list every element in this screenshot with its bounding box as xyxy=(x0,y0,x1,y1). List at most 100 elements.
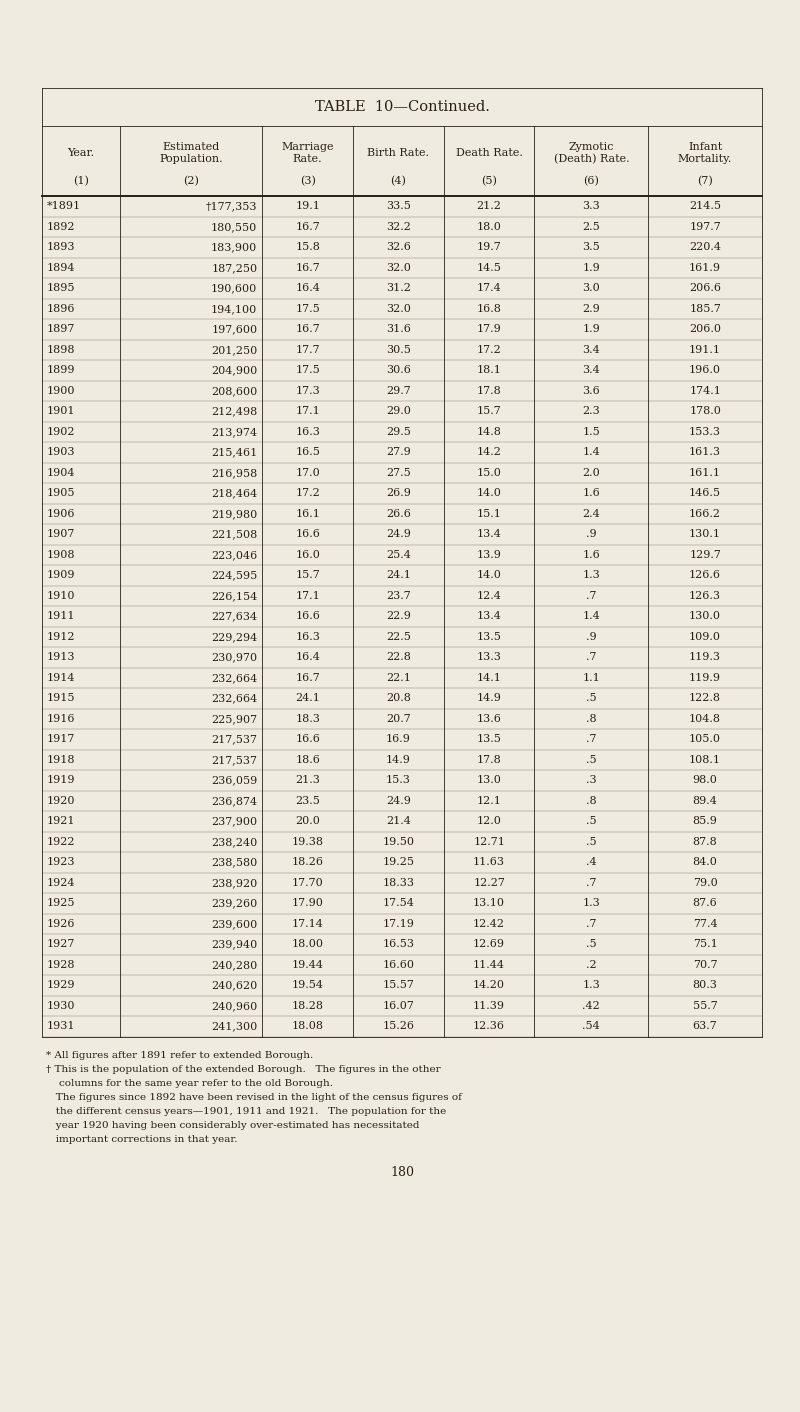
Text: 217,537: 217,537 xyxy=(211,734,258,744)
Text: 19.1: 19.1 xyxy=(295,202,320,212)
Text: .54: .54 xyxy=(582,1021,600,1031)
Text: 146.5: 146.5 xyxy=(689,489,721,498)
Text: 16.6: 16.6 xyxy=(295,530,320,539)
Text: 130.0: 130.0 xyxy=(689,611,721,621)
Text: .5: .5 xyxy=(586,693,597,703)
Text: 18.00: 18.00 xyxy=(292,939,324,949)
Text: 1.3: 1.3 xyxy=(582,570,600,580)
Text: 237,900: 237,900 xyxy=(211,816,258,826)
Text: 22.9: 22.9 xyxy=(386,611,411,621)
Text: 1908: 1908 xyxy=(47,549,75,559)
Text: 21.3: 21.3 xyxy=(295,775,320,785)
Text: important corrections in that year.: important corrections in that year. xyxy=(46,1134,238,1144)
Text: 17.8: 17.8 xyxy=(477,385,502,395)
Text: 18.6: 18.6 xyxy=(295,755,320,765)
Text: 98.0: 98.0 xyxy=(693,775,718,785)
Text: 1911: 1911 xyxy=(47,611,75,621)
Text: 13.3: 13.3 xyxy=(477,652,502,662)
Text: 26.6: 26.6 xyxy=(386,508,411,518)
Text: 13.10: 13.10 xyxy=(473,898,505,908)
Text: TABLE  10—Continued.: TABLE 10—Continued. xyxy=(314,100,490,114)
Text: 16.53: 16.53 xyxy=(382,939,414,949)
Text: 1.3: 1.3 xyxy=(582,980,600,990)
Text: 31.6: 31.6 xyxy=(386,325,411,335)
Text: (4): (4) xyxy=(390,176,406,186)
Text: 16.7: 16.7 xyxy=(295,672,320,683)
Text: 1905: 1905 xyxy=(47,489,75,498)
Text: 2.0: 2.0 xyxy=(582,467,600,477)
Text: 14.8: 14.8 xyxy=(477,426,502,436)
Text: 1897: 1897 xyxy=(47,325,75,335)
Text: 3.4: 3.4 xyxy=(582,345,600,354)
Text: 1907: 1907 xyxy=(47,530,75,539)
Text: 230,970: 230,970 xyxy=(211,652,258,662)
Text: 17.0: 17.0 xyxy=(295,467,320,477)
Text: 16.6: 16.6 xyxy=(295,734,320,744)
Text: 108.1: 108.1 xyxy=(689,755,721,765)
Text: 13.6: 13.6 xyxy=(477,713,502,724)
Text: 1924: 1924 xyxy=(47,878,75,888)
Text: .5: .5 xyxy=(586,837,597,847)
Text: 27.5: 27.5 xyxy=(386,467,410,477)
Text: 17.1: 17.1 xyxy=(295,590,320,600)
Text: 229,294: 229,294 xyxy=(211,631,258,641)
Text: 15.7: 15.7 xyxy=(295,570,320,580)
Text: .9: .9 xyxy=(586,530,597,539)
Text: 187,250: 187,250 xyxy=(211,263,258,273)
Text: 236,059: 236,059 xyxy=(211,775,258,785)
Text: 32.6: 32.6 xyxy=(386,243,411,253)
Text: 2.4: 2.4 xyxy=(582,508,600,518)
Text: 15.26: 15.26 xyxy=(382,1021,414,1031)
Text: 12.1: 12.1 xyxy=(477,796,502,806)
Text: 14.9: 14.9 xyxy=(477,693,502,703)
Text: 1926: 1926 xyxy=(47,919,75,929)
Text: 19.7: 19.7 xyxy=(477,243,502,253)
Text: .7: .7 xyxy=(586,590,597,600)
Text: 12.0: 12.0 xyxy=(477,816,502,826)
Text: 17.70: 17.70 xyxy=(292,878,323,888)
Text: The figures since 1892 have been revised in the light of the census figures of: The figures since 1892 have been revised… xyxy=(46,1093,462,1101)
Text: 1918: 1918 xyxy=(47,755,75,765)
Text: 1928: 1928 xyxy=(47,960,75,970)
Text: 153.3: 153.3 xyxy=(689,426,721,436)
Text: 18.26: 18.26 xyxy=(292,857,324,867)
Text: 30.5: 30.5 xyxy=(386,345,411,354)
Text: 1916: 1916 xyxy=(47,713,75,724)
Text: 240,960: 240,960 xyxy=(211,1001,258,1011)
Text: 217,537: 217,537 xyxy=(211,755,258,765)
Text: 1892: 1892 xyxy=(47,222,75,232)
Text: .9: .9 xyxy=(586,631,597,641)
Text: 190,600: 190,600 xyxy=(211,284,258,294)
Text: 2.3: 2.3 xyxy=(582,407,600,417)
Text: 22.1: 22.1 xyxy=(386,672,411,683)
Text: 17.14: 17.14 xyxy=(292,919,324,929)
Text: (2): (2) xyxy=(183,176,199,186)
Text: 1902: 1902 xyxy=(47,426,75,436)
Text: 225,907: 225,907 xyxy=(211,713,258,724)
Text: 166.2: 166.2 xyxy=(689,508,721,518)
Text: (6): (6) xyxy=(583,176,599,186)
Text: 16.7: 16.7 xyxy=(295,263,320,273)
Text: 1894: 1894 xyxy=(47,263,75,273)
Text: 13.9: 13.9 xyxy=(477,549,502,559)
Text: 29.0: 29.0 xyxy=(386,407,411,417)
Text: .3: .3 xyxy=(586,775,597,785)
Text: 24.9: 24.9 xyxy=(386,796,411,806)
Text: year 1920 having been considerably over-estimated has necessitated: year 1920 having been considerably over-… xyxy=(46,1121,419,1130)
Text: 183,900: 183,900 xyxy=(211,243,258,253)
Text: 15.57: 15.57 xyxy=(382,980,414,990)
Text: 16.9: 16.9 xyxy=(386,734,411,744)
Text: 32.0: 32.0 xyxy=(386,263,411,273)
Text: 238,580: 238,580 xyxy=(211,857,258,867)
Text: 22.5: 22.5 xyxy=(386,631,411,641)
Text: Marriage
Rate.: Marriage Rate. xyxy=(282,141,334,164)
Text: 3.5: 3.5 xyxy=(582,243,600,253)
Text: 180: 180 xyxy=(390,1166,414,1179)
Text: 16.3: 16.3 xyxy=(295,426,320,436)
Text: 208,600: 208,600 xyxy=(211,385,258,395)
Text: 174.1: 174.1 xyxy=(689,385,721,395)
Text: 238,920: 238,920 xyxy=(211,878,258,888)
Text: 1904: 1904 xyxy=(47,467,75,477)
Text: 12.71: 12.71 xyxy=(473,837,505,847)
Text: 2.9: 2.9 xyxy=(582,304,600,313)
